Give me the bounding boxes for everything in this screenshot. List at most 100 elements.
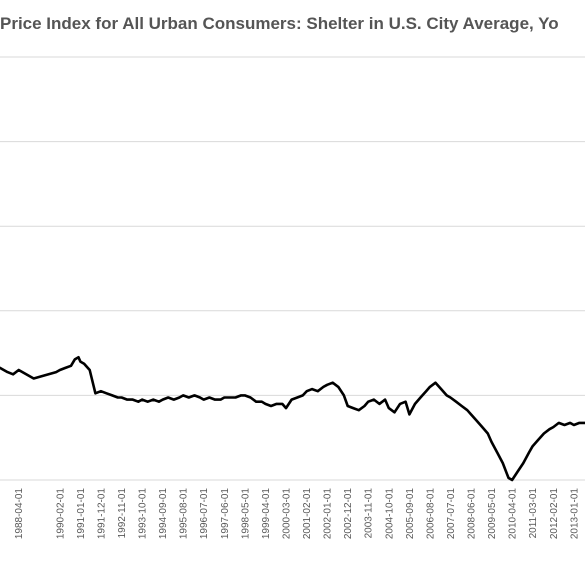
data-point: [173, 399, 175, 401]
data-point: [502, 462, 504, 464]
x-tick-label: 2002-01-01: [323, 488, 334, 540]
x-tick-label: 2006-08-01: [425, 488, 436, 540]
data-point: [40, 375, 42, 377]
data-point: [296, 396, 298, 399]
x-tick-label: 1999-04-01: [261, 488, 272, 540]
x-tick-label: 2004-10-01: [384, 488, 395, 540]
data-point: [223, 396, 225, 399]
x-tick-label: 2010-04-01: [508, 488, 519, 540]
data-point: [317, 390, 319, 392]
data-point: [249, 396, 252, 399]
data-point: [152, 399, 154, 401]
x-tick-label: 2003-11-01: [364, 488, 375, 539]
data-point: [264, 403, 266, 405]
data-point: [429, 386, 431, 388]
data-point: [399, 403, 401, 405]
x-axis-ticks: 1988-04-01 1990-02-01 1991-01-01 1991-12-01…: [14, 488, 580, 540]
data-point: [199, 396, 201, 399]
data-point: [6, 371, 9, 373]
x-tick-label: 2009-05-01: [487, 488, 498, 540]
data-point: [117, 396, 119, 399]
data-point: [147, 401, 149, 403]
data-point: [162, 399, 164, 401]
data-point: [347, 405, 349, 407]
title-clip: Price Index for All Urban Consumers: She…: [0, 0, 585, 50]
data-point: [384, 399, 386, 401]
data-point: [528, 451, 530, 454]
x-tick-label: 2002-12-01: [343, 488, 354, 540]
data-point: [291, 399, 293, 401]
data-point: [363, 405, 366, 407]
data-point: [306, 390, 308, 392]
data-point: [522, 462, 524, 464]
x-tick-label: 2005-09-01: [405, 488, 416, 540]
data-point: [208, 396, 210, 399]
data-point: [105, 392, 108, 394]
data-point: [373, 399, 375, 401]
data-point: [322, 386, 325, 388]
x-tick-label: 1995-08-01: [179, 488, 190, 540]
data-point: [496, 451, 498, 454]
x-tick-label: 1991-01-01: [76, 488, 87, 540]
data-point: [548, 428, 551, 430]
x-tick-label: 1998-05-01: [240, 488, 251, 540]
data-point: [367, 401, 369, 403]
x-tick-label: 2007-07-01: [446, 488, 457, 540]
data-point: [404, 401, 407, 403]
data-point: [552, 426, 554, 428]
data-point: [511, 479, 513, 481]
data-point: [240, 394, 242, 396]
data-point: [326, 384, 328, 386]
data-point: [490, 441, 493, 443]
data-point: [255, 401, 257, 403]
data-point: [352, 407, 354, 409]
data-point: [48, 373, 50, 375]
data-point: [449, 396, 452, 399]
data-point: [507, 477, 510, 479]
data-point: [461, 405, 463, 407]
data-point: [343, 394, 345, 396]
data-point: [466, 409, 468, 411]
data-point: [178, 396, 181, 399]
data-point: [214, 399, 216, 401]
x-tick-label: 2012-02-01: [549, 488, 560, 540]
data-point: [388, 407, 390, 409]
data-point: [543, 432, 545, 435]
x-tick-label: 2011-03-01: [528, 488, 539, 539]
data-point: [446, 394, 448, 396]
data-point: [434, 382, 437, 384]
data-point: [470, 413, 472, 416]
data-point: [481, 426, 483, 428]
series-line: [0, 355, 585, 482]
data-point: [311, 388, 313, 390]
data-point: [59, 369, 61, 371]
data-point: [193, 394, 196, 396]
data-point: [70, 365, 72, 367]
data-point: [419, 396, 422, 399]
data-point: [440, 388, 442, 390]
data-point: [64, 367, 66, 369]
data-point: [100, 390, 102, 392]
data-point: [558, 422, 560, 424]
data-point: [517, 470, 519, 473]
data-point: [578, 422, 581, 424]
data-point: [188, 396, 190, 399]
x-tick-label: 2013-01-01: [569, 488, 580, 540]
data-point: [0, 367, 1, 369]
data-point: [476, 420, 478, 422]
data-point: [337, 386, 339, 388]
x-tick-label: 2001-02-01: [302, 488, 313, 540]
chart-title: Price Index for All Urban Consumers: She…: [0, 14, 559, 33]
data-point: [126, 399, 128, 401]
x-tick-label: 1993-10-01: [138, 488, 149, 540]
data-point: [120, 396, 123, 399]
data-point: [132, 399, 134, 401]
data-point: [285, 407, 287, 409]
x-tick-label: 2000-03-01: [281, 488, 292, 540]
x-tick-label: 1997-06-01: [220, 488, 231, 540]
x-tick-label: 2008-06-01: [467, 488, 478, 540]
data-point: [537, 439, 539, 441]
data-point: [261, 401, 263, 403]
data-point: [74, 358, 76, 361]
